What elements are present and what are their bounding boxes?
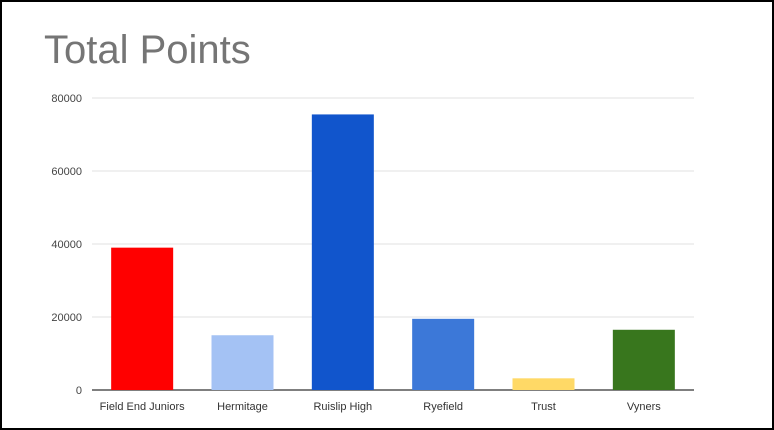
y-tick-label: 20000 — [51, 312, 82, 324]
x-tick-label: Ryefield — [423, 401, 463, 413]
bar-hermitage[interactable] — [211, 335, 274, 390]
y-tick-label: 0 — [76, 385, 82, 397]
y-tick-label: 60000 — [51, 166, 82, 178]
x-tick-label: Field End Juniors — [100, 401, 185, 413]
x-tick-label: Ruislip High — [313, 401, 372, 413]
x-tick-label: Vyners — [627, 401, 661, 413]
bar-trust[interactable] — [512, 378, 575, 390]
bar-ruislip-high[interactable] — [311, 114, 374, 391]
bar-field-end-juniors[interactable] — [111, 247, 174, 390]
y-tick-label: 80000 — [51, 93, 82, 105]
bar-vyners[interactable] — [612, 329, 675, 390]
x-tick-label: Trust — [531, 401, 556, 413]
x-tick-label: Hermitage — [217, 401, 268, 413]
chart-title: Total Points — [44, 28, 251, 72]
bar-ryefield[interactable] — [412, 318, 475, 390]
y-tick-label: 40000 — [51, 239, 82, 251]
